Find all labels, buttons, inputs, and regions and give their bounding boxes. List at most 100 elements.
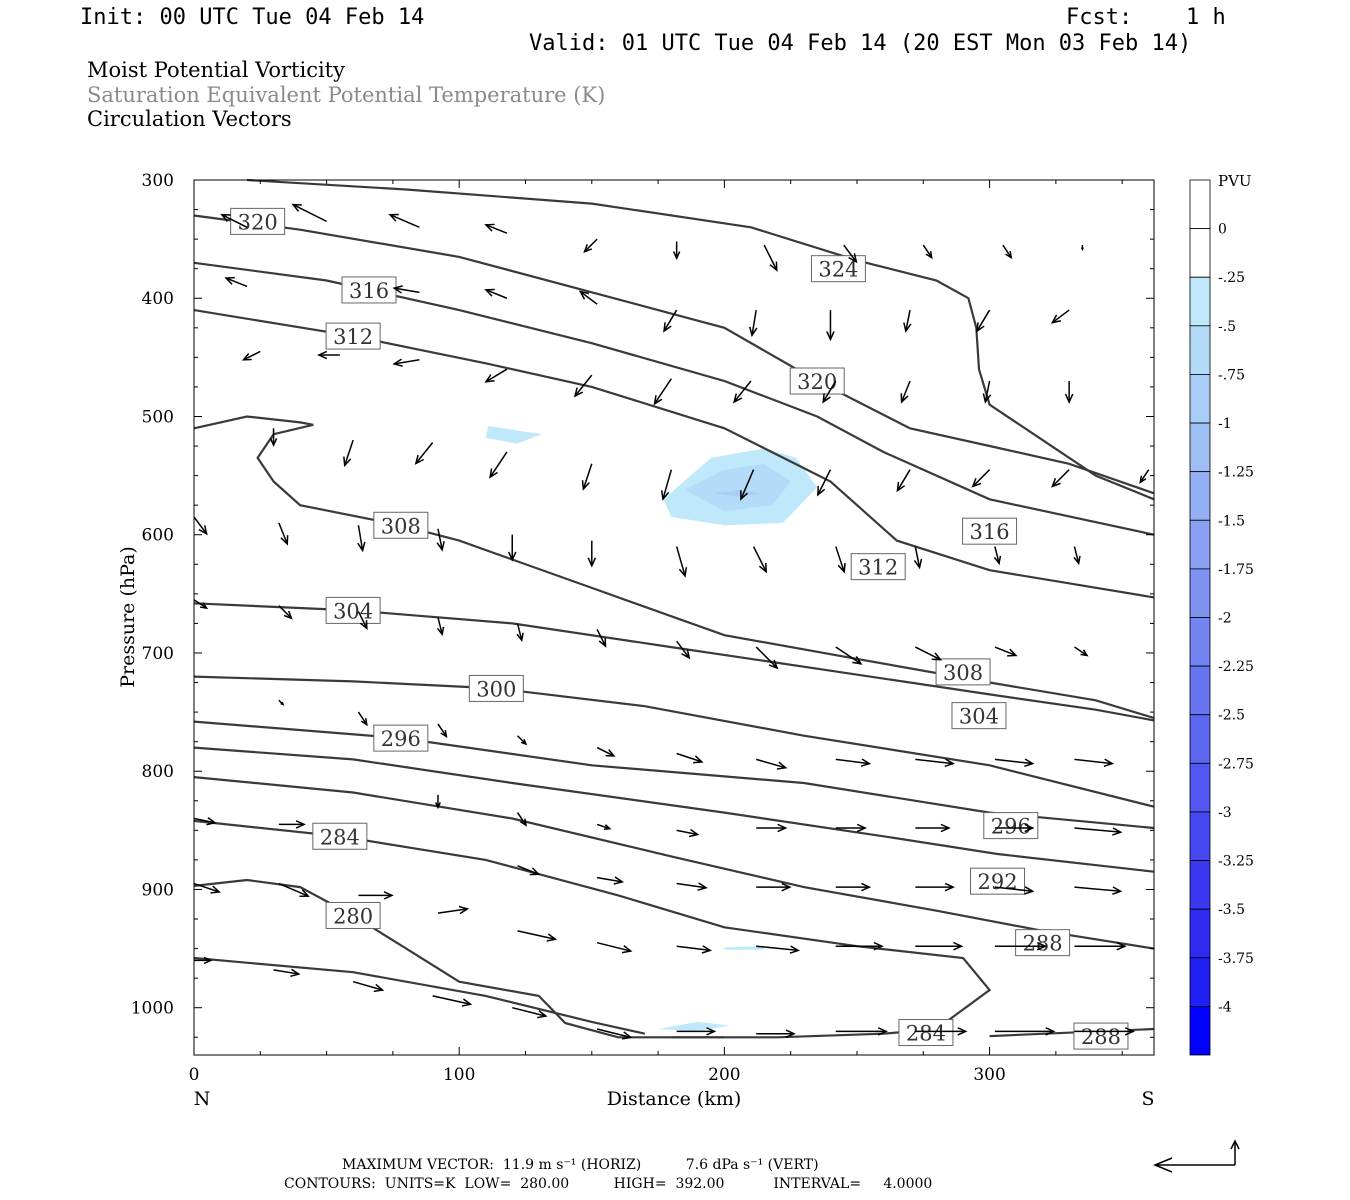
vector-arrow (676, 828, 700, 838)
contour-label-box (970, 867, 1026, 895)
contour-label-box (962, 517, 1018, 545)
contour-line-20 (193, 956, 646, 1035)
colorbar-label: -2 (1218, 611, 1232, 627)
colorbar-label: 0 (1218, 222, 1227, 238)
vector-arrow (278, 605, 293, 620)
contour-label-284: 284 (320, 825, 360, 849)
vector-arrow (817, 469, 832, 497)
y-tick-label: 800 (142, 762, 174, 782)
contour-label-296: 296 (991, 815, 1031, 839)
x-tick-label: 200 (708, 1065, 740, 1085)
vector-arrow (1050, 309, 1070, 324)
colorbar-swatch (1189, 860, 1211, 910)
vector-arrow (512, 1006, 548, 1019)
contour-line-7 (193, 415, 1155, 720)
vector-arrow (273, 968, 301, 978)
vector-arrow (755, 646, 779, 670)
y-tick-label: 900 (142, 880, 174, 900)
colorbar-swatch (1189, 665, 1211, 716)
vector-arrow (291, 203, 327, 223)
vector-arrow (1139, 469, 1150, 484)
vector-arrow (756, 1029, 796, 1039)
vector-arrow (436, 528, 445, 552)
colorbar-label: -3.25 (1218, 854, 1254, 870)
vector-arrow (835, 646, 863, 665)
vector-arrow (915, 882, 955, 892)
contour-label-box (468, 674, 524, 702)
vector-arrow (763, 244, 778, 272)
contour-line-0 (246, 178, 1155, 501)
vector-arrow (994, 1027, 1056, 1036)
max-vector-info: MAXIMUM VECTOR: 11.9 m s⁻¹ (HORIZ) 7.6 d… (342, 1157, 819, 1173)
vector-arrow (756, 945, 801, 954)
vector-arrow (1051, 469, 1070, 488)
vector-arrow (1074, 827, 1123, 836)
colorbar-label: -4 (1218, 999, 1232, 1015)
vector-arrow (1074, 646, 1089, 657)
vector-arrow (516, 623, 524, 642)
vector-arrow (900, 380, 911, 404)
vector-arrow (994, 646, 1018, 657)
contour-label-box (373, 511, 429, 539)
contour-label-box (1015, 929, 1071, 957)
pv-region-5 (724, 946, 765, 950)
vector-arrow (432, 995, 473, 1007)
contour-label-320: 320 (797, 370, 837, 394)
vector-arrow (278, 882, 310, 898)
vector-arrow (357, 711, 368, 727)
vector-arrow (516, 812, 527, 827)
contour-label-box (850, 553, 906, 581)
contour-line-17 (193, 819, 992, 1039)
colorbar-label: -.25 (1218, 270, 1245, 286)
vector-arrow (578, 290, 598, 305)
colorbar-label: -2.25 (1218, 659, 1254, 675)
colorbar-title: PVU (1218, 172, 1252, 190)
contour-line-1 (193, 214, 1155, 495)
colorbar-swatch (1189, 374, 1211, 424)
vector-arrow (489, 451, 508, 479)
vector-arrow (1073, 546, 1081, 566)
vector-arrow (343, 439, 354, 468)
vector-arrow (835, 823, 867, 833)
vector-arrow (915, 823, 951, 833)
x-axis-label: Distance (km) (607, 1088, 742, 1110)
colorbar-swatch (1189, 811, 1211, 861)
contour-label-304: 304 (959, 705, 999, 729)
vector-arrow (517, 930, 558, 942)
vector-arrow (437, 905, 470, 915)
vector-arrow (903, 309, 912, 333)
vector-arrow (913, 546, 923, 570)
vector-arrow (915, 1027, 968, 1036)
vector-arrow (193, 817, 217, 826)
contour-label-284: 284 (906, 1022, 946, 1046)
colorbar-swatch (1189, 325, 1211, 375)
vector-arrow (676, 1027, 717, 1036)
vector-arrow (826, 310, 835, 342)
vector-arrow (517, 735, 528, 746)
vector-arrow (583, 238, 598, 254)
vector-arrow (587, 540, 597, 568)
vector-key (1153, 1139, 1240, 1173)
contour-label-288: 288 (1023, 932, 1063, 956)
contour-line-19 (193, 878, 725, 1039)
x-tick-label: 300 (973, 1065, 1005, 1085)
y-tick-label: 600 (142, 526, 174, 546)
vector-arrow (596, 1028, 633, 1040)
colorbar-swatch (1189, 957, 1211, 1007)
contour-label-308: 308 (943, 661, 983, 685)
contour-label-box (1073, 1022, 1129, 1050)
colorbar-swatch (1189, 568, 1211, 618)
vector-arrow (484, 368, 508, 383)
contour-label-308: 308 (381, 514, 421, 538)
colorbar-swatch (1189, 617, 1211, 667)
vector-arrow (835, 758, 872, 767)
vector-arrow (835, 546, 846, 574)
vector-arrow (915, 758, 955, 767)
contour-label-box (230, 207, 286, 235)
y-tick-label: 400 (142, 289, 174, 309)
vector-arrow (732, 380, 752, 404)
vector-arrow (392, 358, 420, 367)
vector-arrow (915, 941, 964, 951)
init-time: Init: 00 UTC Tue 04 Feb 14 (80, 5, 425, 30)
colorbar-swatch (1189, 714, 1211, 764)
